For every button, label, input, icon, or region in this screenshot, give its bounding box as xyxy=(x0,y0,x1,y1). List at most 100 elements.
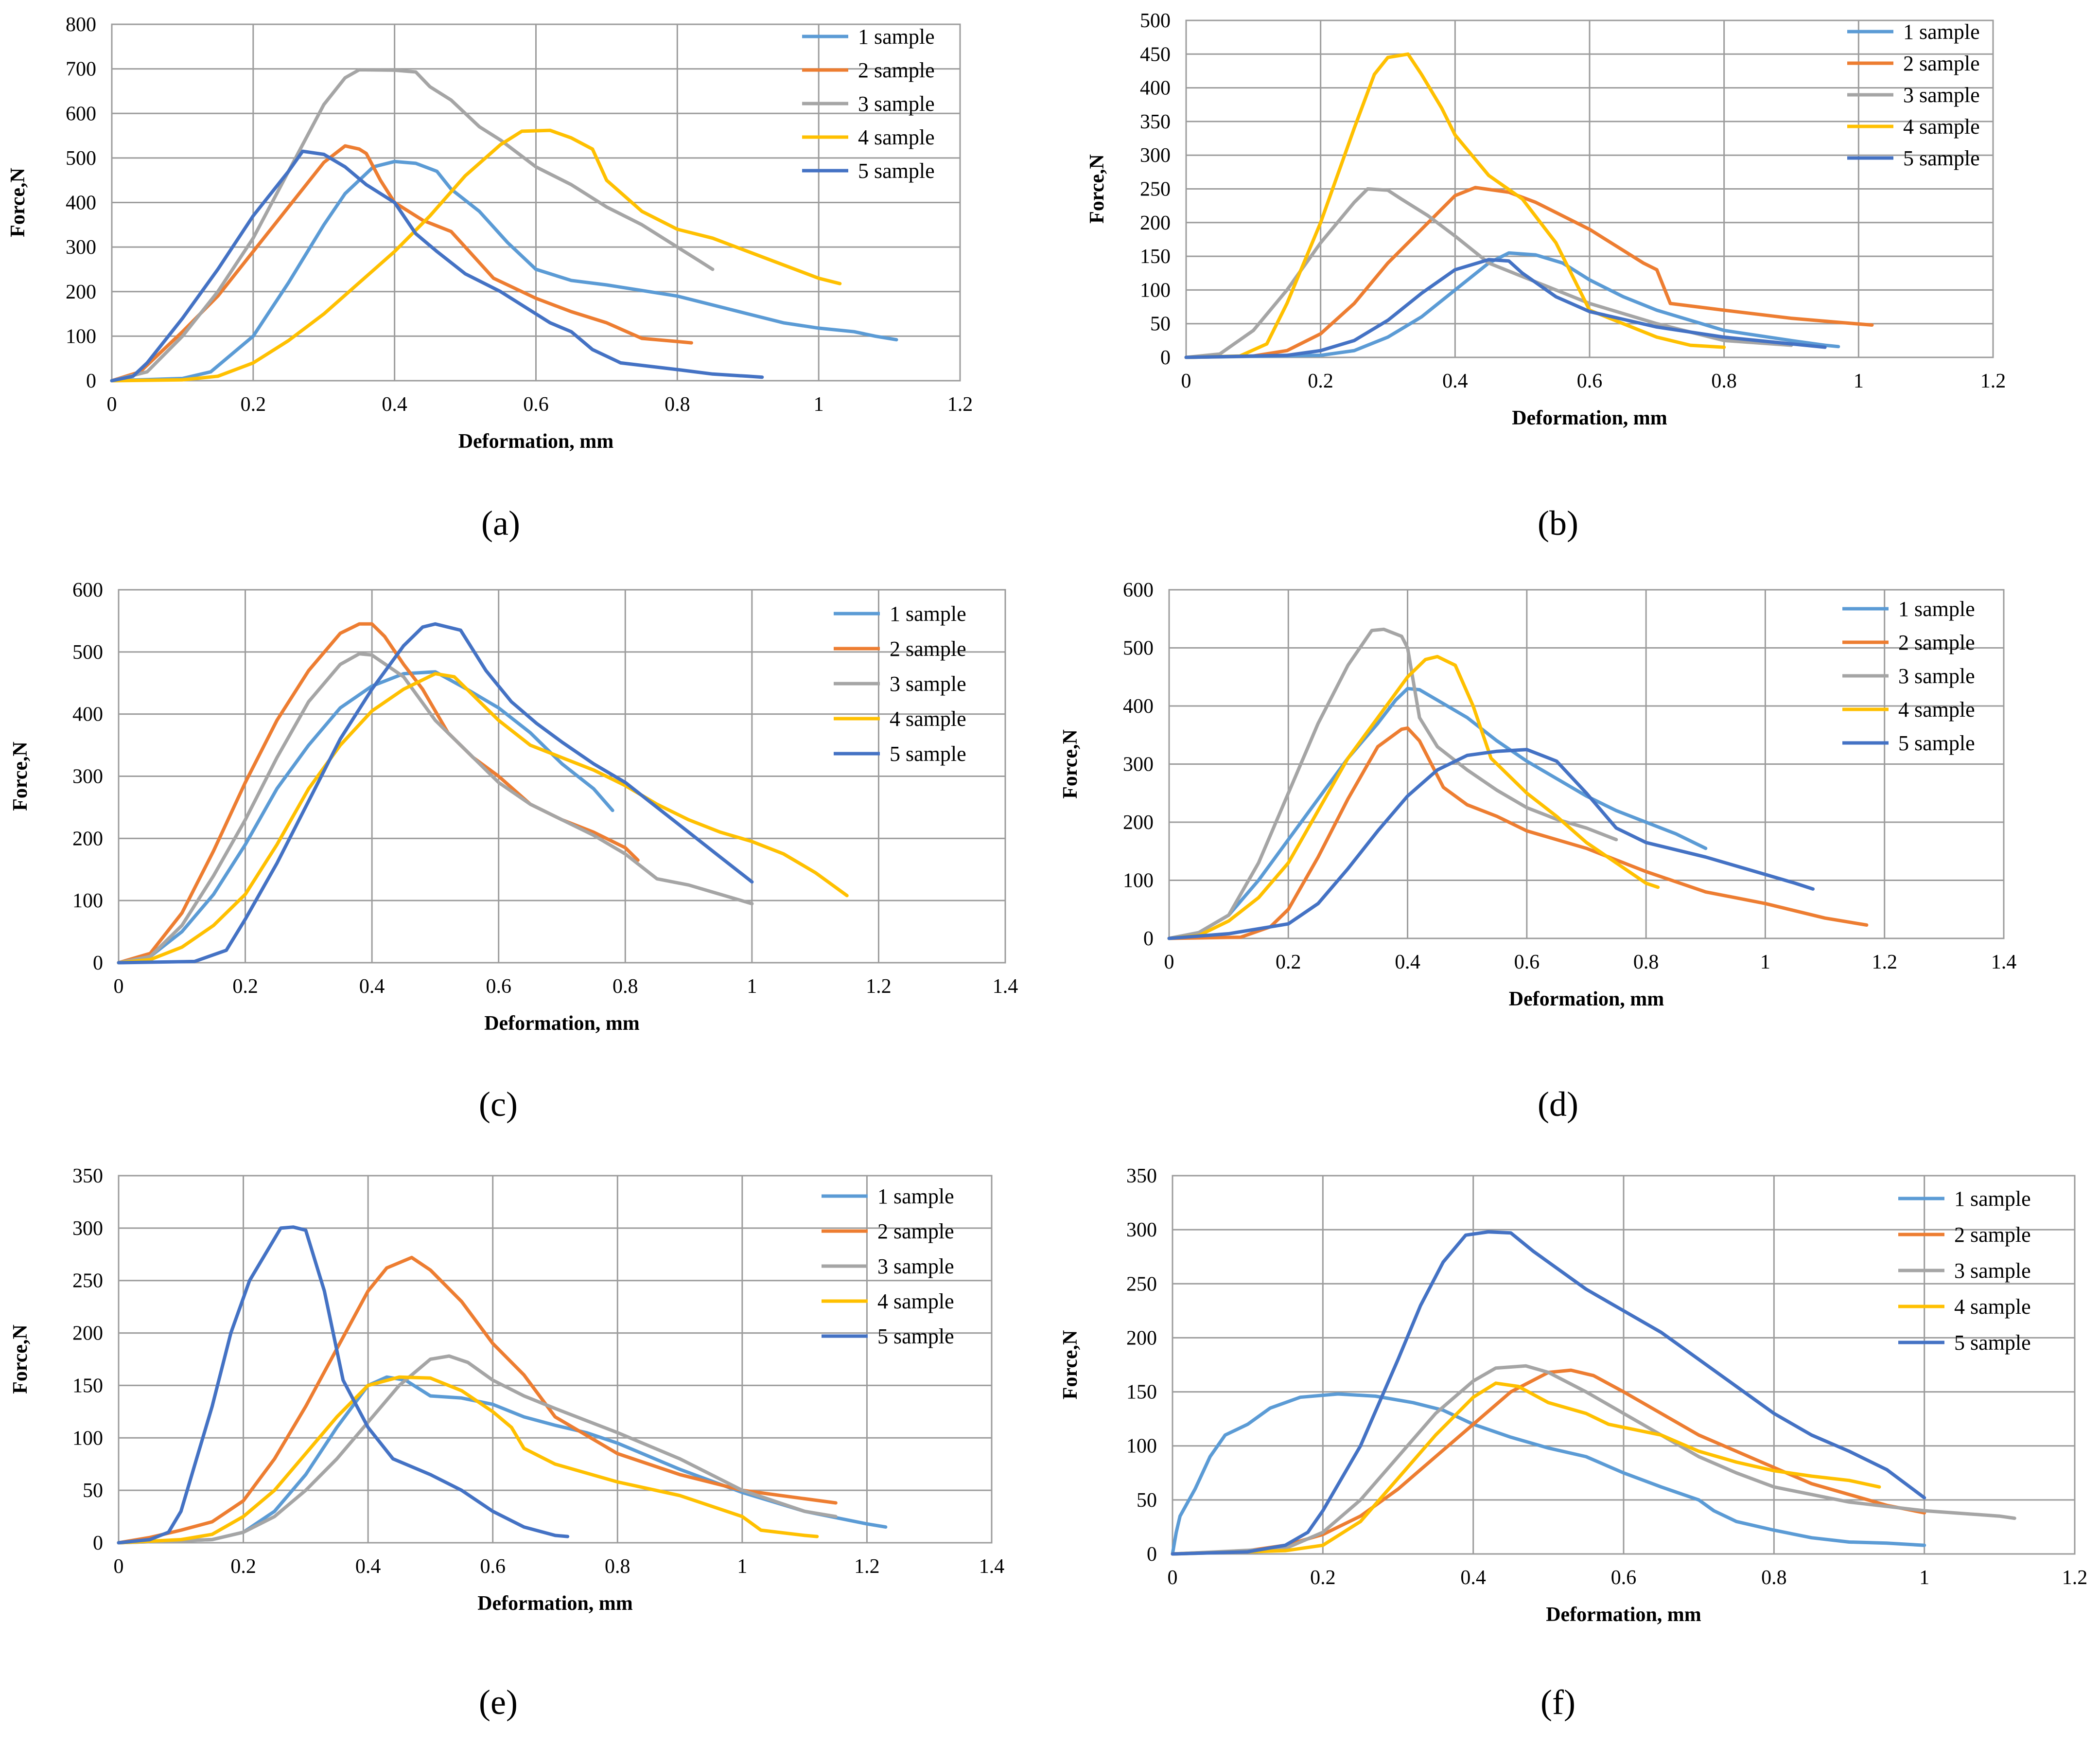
series-line-3 xyxy=(1184,187,1793,359)
y-tick-label: 600 xyxy=(66,103,96,125)
legend-entry: 4 sample xyxy=(1903,115,1980,139)
y-tick-label: 150 xyxy=(72,1375,103,1397)
x-tick-label: 0.2 xyxy=(241,393,266,416)
series-line-2 xyxy=(1184,186,1874,359)
x-tick-label: 0 xyxy=(107,393,117,416)
panel-caption: (e) xyxy=(479,1683,518,1722)
legend-entry: 4 sample xyxy=(877,1289,954,1313)
y-tick-label: 250 xyxy=(72,1270,103,1292)
x-tick-label: 0.6 xyxy=(1611,1567,1637,1589)
x-tick-label: 0.2 xyxy=(232,975,258,998)
x-tick-label: 1.2 xyxy=(2062,1567,2088,1589)
x-tick-label: 0.6 xyxy=(480,1555,506,1578)
legend-entry: 4 sample xyxy=(1954,1295,2031,1319)
series-line-2 xyxy=(1171,1368,1926,1556)
legend-entry: 1 sample xyxy=(1898,597,1975,621)
y-tick-label: 300 xyxy=(1140,144,1171,167)
y-tick-label: 150 xyxy=(1140,246,1171,268)
x-axis-label: Deformation, mm xyxy=(1509,988,1664,1010)
x-axis-label: Deformation, mm xyxy=(1546,1604,1701,1626)
legend-entry: 5 sample xyxy=(1903,146,1980,170)
y-tick-label: 400 xyxy=(66,192,96,214)
y-tick-label: 250 xyxy=(1126,1273,1157,1295)
y-tick-label: 300 xyxy=(66,236,96,259)
y-tick-label: 400 xyxy=(1123,695,1154,718)
series-line-3 xyxy=(110,68,715,383)
x-tick-label: 1.2 xyxy=(947,393,973,416)
y-tick-label: 0 xyxy=(86,370,96,392)
x-tick-label: 0.6 xyxy=(486,975,511,998)
series-line-4 xyxy=(110,128,842,383)
chart-panel-b: 0 50 100 150 200 250 300 350 400 450 500 0 0.2 0.4 0.6… xyxy=(1086,10,2006,543)
x-tick-label: 1 xyxy=(814,393,824,416)
x-tick-label: 0.8 xyxy=(612,975,638,998)
legend-entry: 1 sample xyxy=(858,25,935,49)
x-axis-label: Deformation, mm xyxy=(458,430,614,453)
x-tick-label: 0 xyxy=(1168,1567,1178,1589)
x-tick-label: 1.4 xyxy=(979,1555,1005,1578)
series-line-5 xyxy=(117,1225,570,1545)
x-tick-label: 0.8 xyxy=(1761,1567,1787,1589)
legend-entry: 2 sample xyxy=(1898,631,1975,654)
y-tick-label: 500 xyxy=(1123,637,1154,660)
x-tick-label: 0 xyxy=(1181,370,1191,392)
series-line-4 xyxy=(117,1375,819,1545)
legend-entry: 3 sample xyxy=(877,1254,954,1278)
y-tick-label: 0 xyxy=(93,1532,103,1554)
series-line-3 xyxy=(1167,627,1618,940)
legend-entry: 3 sample xyxy=(890,672,966,696)
series-line-1 xyxy=(110,159,898,383)
series-line-3 xyxy=(117,1354,838,1545)
legend-entry: 4 sample xyxy=(858,125,935,149)
series-line-1 xyxy=(1171,1392,1926,1556)
x-tick-label: 0.4 xyxy=(1460,1567,1486,1589)
series-line-2 xyxy=(110,144,693,383)
x-axis-label: Deformation, mm xyxy=(484,1012,640,1035)
legend-entry: 3 sample xyxy=(1903,83,1980,107)
chart-panel-f: 0 50 100 150 200 250 300 350 0 0.2 0.4 0.6 0.8 1 1.2 1 … xyxy=(1059,1165,2087,1722)
x-axis-label: Deformation, mm xyxy=(477,1592,633,1615)
series-line-5 xyxy=(1167,748,1815,940)
y-tick-label: 450 xyxy=(1140,43,1171,66)
panel-caption: (a) xyxy=(481,504,520,543)
legend-entry: 1 sample xyxy=(1903,20,1980,44)
legend-entry: 5 sample xyxy=(890,742,966,766)
legend-entry: 2 sample xyxy=(1903,52,1980,75)
chart-panel-a: 0 100 200 300 400 500 600 700 800 0 0.2 0.4 0.6 0.8 1 1… xyxy=(7,14,973,543)
y-tick-label: 50 xyxy=(1137,1489,1157,1512)
y-tick-label: 50 xyxy=(83,1480,103,1502)
y-axis-label: Force,N xyxy=(9,1324,32,1394)
series-line-3 xyxy=(117,652,754,965)
y-tick-label: 100 xyxy=(1123,870,1154,892)
legend-entry: 2 sample xyxy=(1954,1223,2031,1247)
y-tick-label: 200 xyxy=(66,281,96,303)
y-tick-label: 800 xyxy=(66,14,96,36)
x-tick-label: 0.4 xyxy=(1395,951,1420,973)
y-tick-label: 300 xyxy=(1126,1219,1157,1241)
x-tick-label: 1 xyxy=(1760,951,1770,973)
y-tick-label: 350 xyxy=(1140,111,1171,133)
legend-entry: 5 sample xyxy=(877,1324,954,1348)
x-tick-label: 1.2 xyxy=(1872,951,1897,973)
x-tick-label: 0.4 xyxy=(355,1555,381,1578)
x-tick-label: 0.2 xyxy=(1310,1567,1336,1589)
x-tick-label: 0.4 xyxy=(382,393,407,416)
x-tick-label: 0.6 xyxy=(523,393,549,416)
x-tick-label: 1.4 xyxy=(1991,951,2017,973)
x-tick-label: 1 xyxy=(1919,1567,1929,1589)
y-tick-label: 300 xyxy=(1123,754,1154,776)
x-tick-label: 0.2 xyxy=(1308,370,1333,392)
y-tick-label: 400 xyxy=(1140,77,1171,100)
y-axis-label: Force,N xyxy=(9,741,32,811)
x-tick-label: 0.2 xyxy=(1276,951,1301,973)
legend-entry: 3 sample xyxy=(1898,664,1975,688)
legend-entry: 4 sample xyxy=(890,707,966,731)
x-tick-label: 1 xyxy=(747,975,757,998)
y-tick-label: 0 xyxy=(1147,1543,1157,1566)
legend-entry: 2 sample xyxy=(890,637,966,661)
y-tick-label: 50 xyxy=(1150,313,1171,335)
y-tick-label: 200 xyxy=(1140,212,1171,234)
x-tick-label: 1 xyxy=(737,1555,747,1578)
y-axis-label: Force,N xyxy=(1059,729,1082,799)
